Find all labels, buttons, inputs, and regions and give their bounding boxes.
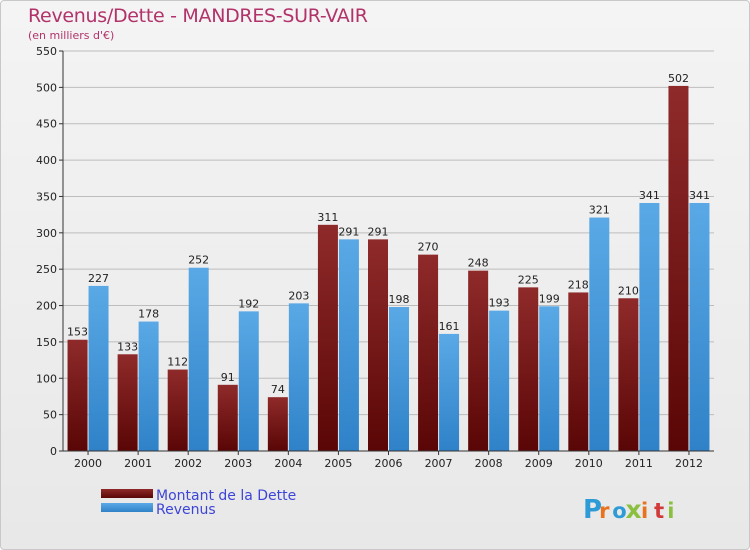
y-axis-ticks: 0 50 100 150 200 250 300 350 400 450 500 550 — [36, 45, 63, 458]
x-tick-label: 2007 — [425, 457, 453, 470]
y-tick-label: 300 — [36, 227, 57, 240]
value-label-debt-2009: 225 — [518, 273, 539, 286]
value-label-debt-2000: 153 — [67, 326, 88, 339]
value-label-debt-2001: 133 — [117, 340, 138, 353]
value-label-debt-2002: 112 — [167, 356, 188, 369]
x-tick-label: 2010 — [575, 457, 603, 470]
legend-label-debt: Montant de la Dette — [156, 488, 296, 504]
value-label-debt-2008: 248 — [468, 257, 489, 270]
bar-revenue-2008 — [489, 310, 510, 451]
value-label-revenue-2011: 341 — [639, 189, 660, 202]
value-label-debt-2006: 291 — [368, 225, 389, 238]
logo-letter: t — [654, 499, 664, 523]
grid-lines — [63, 50, 714, 416]
proxiti-logo: Pr ox i t i — [583, 495, 675, 525]
bar-debt-2008 — [468, 270, 489, 451]
x-axis-ticks: 2000 2001 2002 2003 2004 2005 2006 2007 2008 2009… — [74, 451, 703, 470]
bar-revenue-2005 — [338, 239, 359, 451]
bar-debt-2009 — [518, 287, 539, 451]
x-tick-label: 2003 — [224, 457, 252, 470]
value-label-revenue-2000: 227 — [88, 272, 109, 285]
y-tick-label: 200 — [36, 300, 57, 313]
bar-debt-2012 — [668, 85, 689, 451]
logo-letter: x — [625, 495, 641, 524]
bar-revenue-2009 — [539, 306, 560, 451]
value-label-debt-2011: 210 — [618, 284, 639, 297]
legend-swatch-debt — [101, 489, 153, 498]
bar-debt-2005 — [317, 224, 338, 451]
legend-label-revenue: Revenus — [156, 502, 216, 518]
value-label-debt-2012: 502 — [668, 72, 689, 85]
logo-letter: P — [583, 495, 602, 525]
bar-debt-2004 — [267, 397, 288, 451]
bar-debt-2001 — [117, 354, 138, 451]
chart-subtitle: (en milliers d'€) — [28, 29, 115, 42]
bar-debt-2011 — [618, 298, 639, 451]
logo-letter: o — [612, 499, 626, 523]
value-label-debt-2003: 91 — [221, 371, 235, 384]
logo-letter: i — [641, 499, 648, 523]
value-label-revenue-2009: 199 — [539, 292, 560, 305]
bar-revenue-2011 — [639, 203, 660, 451]
value-label-debt-2005: 311 — [317, 211, 338, 224]
value-label-debt-2004: 74 — [271, 383, 285, 396]
y-tick-label: 100 — [36, 372, 57, 385]
y-tick-label: 500 — [36, 81, 57, 94]
value-label-debt-2010: 218 — [568, 278, 589, 291]
x-tick-label: 2006 — [375, 457, 403, 470]
x-tick-label: 2012 — [675, 457, 703, 470]
bar-revenue-2012 — [689, 203, 710, 451]
y-tick-label: 350 — [36, 190, 57, 203]
value-label-revenue-2007: 161 — [439, 320, 460, 333]
axes — [62, 51, 714, 452]
x-tick-label: 2002 — [174, 457, 202, 470]
value-label-revenue-2005: 291 — [338, 225, 359, 238]
value-label-revenue-2008: 193 — [489, 297, 510, 310]
bar-debt-2000 — [67, 339, 88, 451]
x-tick-label: 2008 — [475, 457, 503, 470]
bar-debt-2006 — [368, 239, 388, 451]
y-tick-label: 0 — [50, 445, 57, 458]
bar-revenue-2000 — [88, 285, 109, 451]
bar-revenue-2002 — [188, 267, 209, 451]
bar-revenue-2007 — [439, 333, 460, 451]
value-label-revenue-2001: 178 — [138, 308, 159, 321]
value-label-revenue-2012: 341 — [689, 189, 710, 202]
x-tick-label: 2004 — [274, 457, 302, 470]
value-label-revenue-2002: 252 — [188, 254, 209, 267]
value-label-debt-2007: 270 — [418, 241, 439, 254]
x-tick-label: 2005 — [324, 457, 352, 470]
x-tick-label: 2009 — [525, 457, 553, 470]
x-tick-label: 2001 — [124, 457, 152, 470]
bar-debt-2002 — [167, 369, 188, 451]
bar-debt-2007 — [418, 254, 439, 451]
y-tick-label: 150 — [36, 336, 57, 349]
legend-swatch-revenue — [101, 503, 153, 512]
value-label-revenue-2003: 192 — [238, 297, 259, 310]
logo-letter: r — [599, 499, 610, 523]
y-tick-label: 400 — [36, 154, 57, 167]
x-tick-label: 2011 — [625, 457, 653, 470]
value-label-revenue-2010: 321 — [589, 204, 610, 217]
bar-revenue-2001 — [138, 321, 159, 451]
bar-revenue-2010 — [589, 217, 610, 451]
chart-title: Revenus/Dette - MANDRES-SUR-VAIR — [28, 5, 368, 27]
bar-debt-2003 — [217, 384, 238, 451]
value-label-revenue-2004: 203 — [288, 289, 309, 302]
y-tick-label: 550 — [36, 45, 57, 58]
bar-revenue-2006 — [389, 307, 409, 451]
legend: Montant de la Dette Revenus — [101, 488, 296, 518]
y-tick-label: 50 — [43, 409, 57, 422]
bar-revenue-2003 — [238, 311, 259, 451]
value-label-revenue-2006: 198 — [389, 293, 410, 306]
y-tick-label: 450 — [36, 118, 57, 131]
logo-letter: i — [667, 499, 674, 523]
x-tick-label: 2000 — [74, 457, 102, 470]
bar-revenue-2004 — [288, 303, 309, 451]
bar-debt-2010 — [568, 292, 589, 451]
y-tick-label: 250 — [36, 263, 57, 276]
